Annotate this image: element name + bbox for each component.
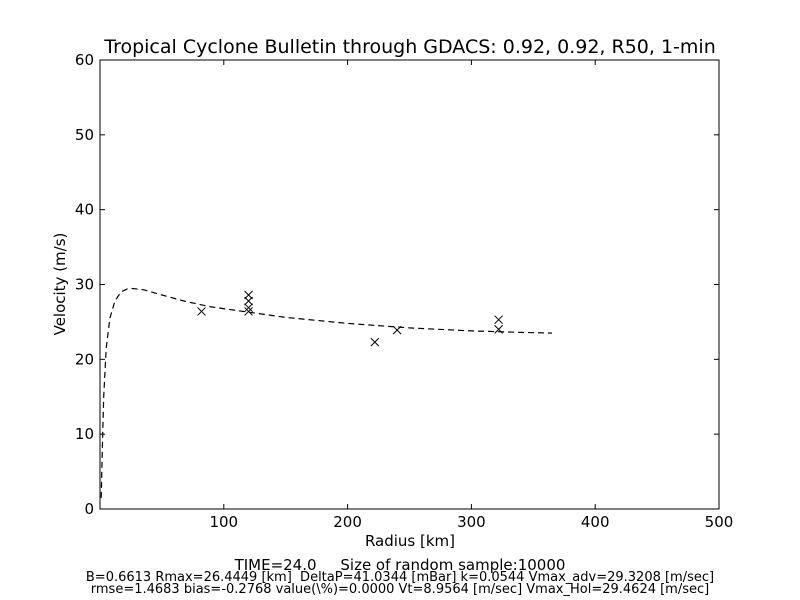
- chart-marks: [100, 287, 552, 498]
- chart-title: Tropical Cyclone Bulletin through GDACS:…: [103, 36, 716, 58]
- x-tick-label: 300: [457, 513, 486, 531]
- x-tick-label: 400: [581, 513, 610, 531]
- x-tick-label: 100: [209, 513, 238, 531]
- x-tick-label: 200: [333, 513, 362, 531]
- footer-params-line-1: B=0.6613 Rmax=26.4449 [km] DeltaP=41.034…: [85, 570, 715, 585]
- y-tick-label: 50: [75, 126, 94, 144]
- data-point: [494, 315, 503, 325]
- y-tick-label: 30: [75, 276, 94, 294]
- y-tick-label: 60: [75, 51, 94, 69]
- y-axis-label: Velocity (m/s): [51, 233, 69, 336]
- data-point: [244, 303, 253, 313]
- model-curve: [100, 287, 552, 498]
- data-point: [370, 337, 380, 347]
- data-point: [244, 307, 253, 316]
- y-tick-label: 0: [84, 500, 94, 518]
- axis-ticks: [99, 59, 720, 510]
- y-tick-label: 10: [75, 425, 94, 443]
- footer-time-line: TIME=24.0 Size of random sample:10000: [234, 556, 566, 574]
- x-tick-label: 500: [705, 513, 734, 531]
- data-point: [197, 307, 206, 316]
- x-axis-label: Radius [km]: [365, 532, 455, 550]
- tick-labels: 100 200 300 400 500 0 10 20 30 40 50 60: [75, 51, 733, 531]
- footer-params-line-2: rmse=1.4683 bias=-0.2768 value(\%)=0.000…: [90, 582, 710, 597]
- chart: Tropical Cyclone Bulletin through GDACS:…: [51, 36, 733, 550]
- data-point: [244, 296, 253, 306]
- y-tick-label: 20: [75, 350, 94, 368]
- plot-frame: [99, 59, 720, 510]
- y-tick-label: 40: [75, 201, 94, 219]
